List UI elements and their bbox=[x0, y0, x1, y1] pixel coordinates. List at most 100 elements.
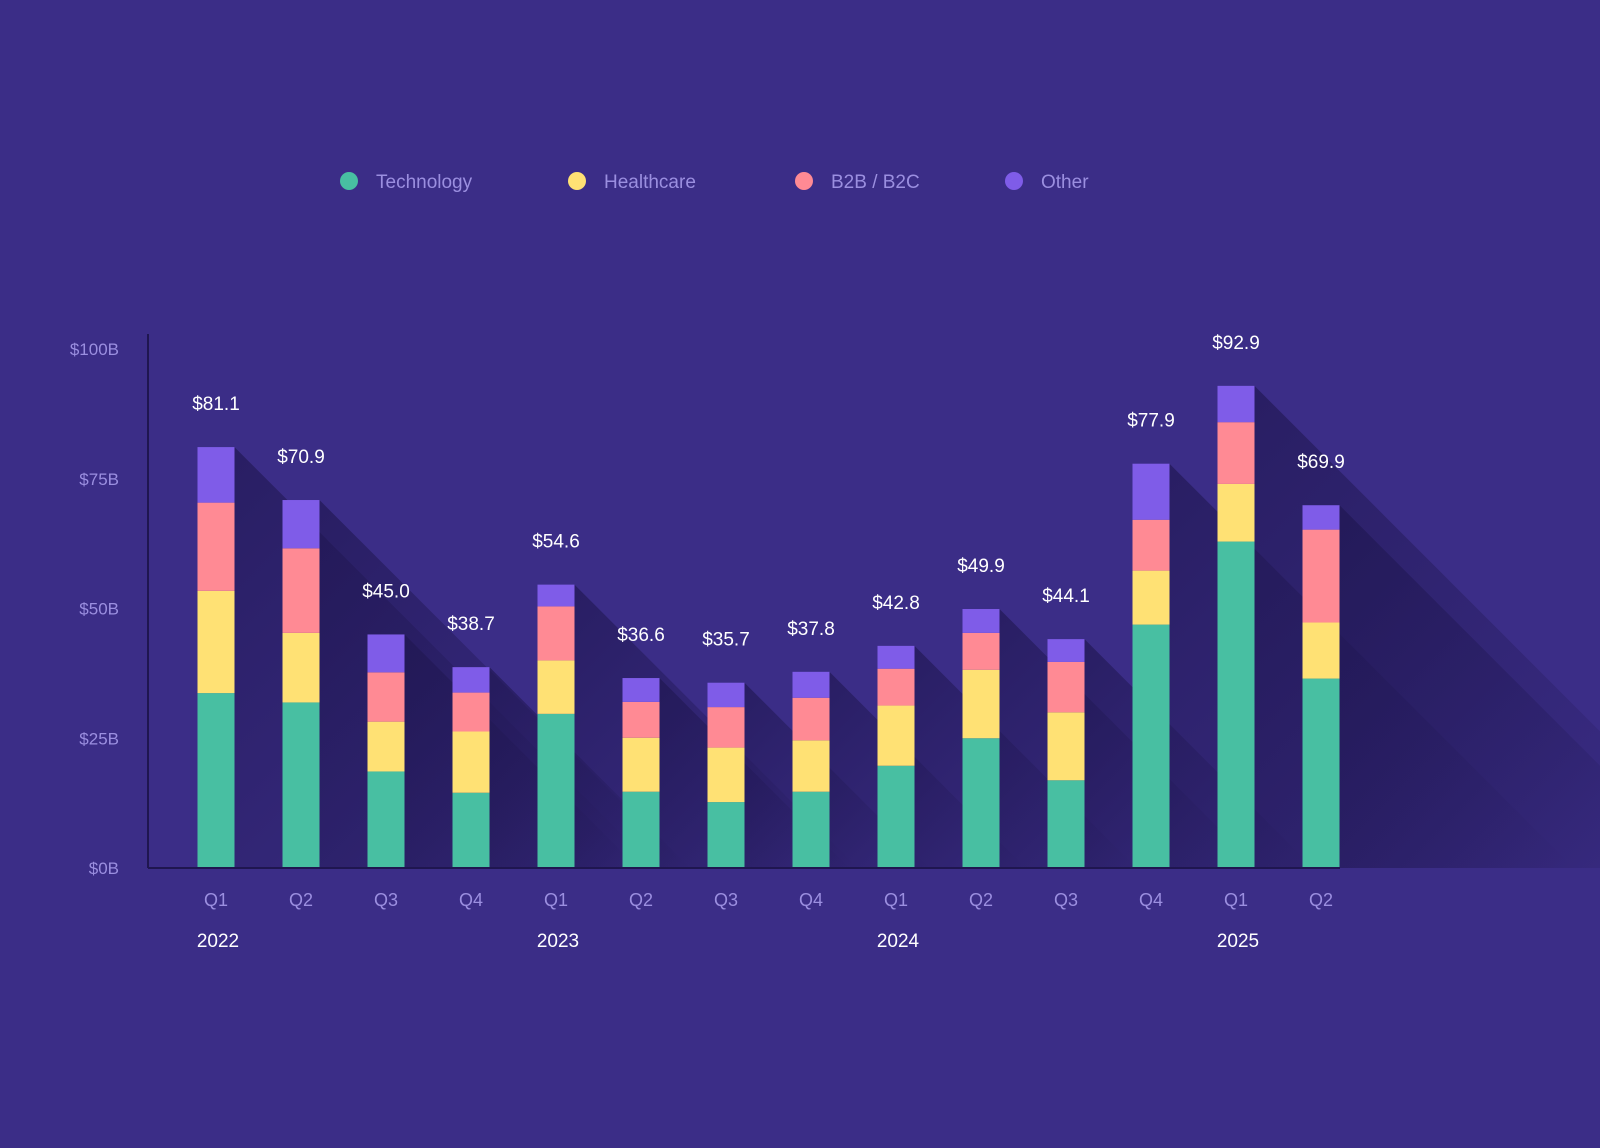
bar-segment bbox=[368, 672, 405, 721]
x-tick-label: Q4 bbox=[1139, 890, 1163, 910]
x-tick-label: Q2 bbox=[629, 890, 653, 910]
bar-segment bbox=[538, 660, 575, 713]
bar-segment bbox=[963, 670, 1000, 739]
x-tick-label: Q1 bbox=[884, 890, 908, 910]
y-tick-label: $25B bbox=[79, 729, 119, 748]
bar-segment bbox=[878, 669, 915, 706]
year-label: 2024 bbox=[877, 931, 920, 952]
bar-segment bbox=[1303, 623, 1340, 679]
bar-segment bbox=[538, 606, 575, 660]
bar-segment bbox=[878, 646, 915, 669]
legend-label: Technology bbox=[376, 172, 473, 193]
bar-segment bbox=[198, 693, 235, 868]
x-tick-label: Q3 bbox=[1054, 890, 1078, 910]
y-tick-label: $50B bbox=[79, 600, 119, 619]
legend-swatch bbox=[340, 172, 358, 190]
x-tick-label: Q1 bbox=[544, 890, 568, 910]
bar-total-label: $45.0 bbox=[362, 581, 410, 602]
bar-total-label: $49.9 bbox=[957, 556, 1005, 577]
bar-segment bbox=[283, 702, 320, 868]
y-tick-label: $75B bbox=[79, 470, 119, 489]
bar-segment bbox=[538, 585, 575, 607]
bar-segment bbox=[623, 792, 660, 868]
bar-segment bbox=[1218, 542, 1255, 868]
bar-segment bbox=[1133, 464, 1170, 520]
bar-segment bbox=[1303, 505, 1340, 529]
x-tick-label: Q1 bbox=[1224, 890, 1248, 910]
bar-segment bbox=[538, 714, 575, 868]
x-tick-label: Q4 bbox=[459, 890, 483, 910]
bar-segment bbox=[1048, 639, 1085, 662]
legend-label: Other bbox=[1041, 172, 1089, 193]
bar-total-label: $54.6 bbox=[532, 532, 580, 553]
bar-shadow bbox=[1340, 505, 1600, 868]
bar-total-label: $69.9 bbox=[1297, 452, 1345, 473]
bar-total-label: $92.9 bbox=[1212, 333, 1260, 354]
legend-label: Healthcare bbox=[604, 172, 696, 193]
bar-segment bbox=[368, 722, 405, 772]
y-axis: $0B $25B $50B $75B $100B bbox=[70, 334, 148, 878]
legend-swatch bbox=[568, 172, 586, 190]
bar-segment bbox=[198, 591, 235, 693]
bar-segment bbox=[793, 672, 830, 698]
x-tick-label: Q3 bbox=[714, 890, 738, 910]
bar-segment bbox=[283, 548, 320, 633]
bar-segment bbox=[453, 693, 490, 732]
year-label: 2023 bbox=[537, 931, 579, 952]
bar-segment bbox=[708, 748, 745, 802]
bar-segment bbox=[1133, 520, 1170, 571]
bar-segment bbox=[878, 766, 915, 868]
legend-swatch bbox=[1005, 172, 1023, 190]
x-tick-label: Q2 bbox=[1309, 890, 1333, 910]
bar-segment bbox=[1218, 422, 1255, 484]
bar-segment bbox=[1133, 571, 1170, 625]
bar-segment bbox=[623, 678, 660, 702]
bar-segment bbox=[1133, 625, 1170, 868]
x-tick-label: Q2 bbox=[289, 890, 313, 910]
bar-segment bbox=[963, 633, 1000, 670]
bar-segment bbox=[453, 667, 490, 692]
bar-segment bbox=[793, 740, 830, 791]
x-tick-label: Q1 bbox=[204, 890, 228, 910]
bar-segment bbox=[1303, 530, 1340, 623]
bar-total-label: $77.9 bbox=[1127, 411, 1175, 432]
legend-label: B2B / B2C bbox=[831, 172, 920, 193]
bar-shadows bbox=[235, 386, 1600, 868]
bar-segment bbox=[1218, 484, 1255, 542]
bar-total-label: $38.7 bbox=[447, 614, 495, 635]
year-label: 2022 bbox=[197, 931, 239, 952]
bar-segment bbox=[708, 683, 745, 707]
bar-segment bbox=[1303, 679, 1340, 868]
bar-total-label: $35.7 bbox=[702, 630, 750, 651]
bar-segment bbox=[198, 503, 235, 591]
bar-segment bbox=[453, 793, 490, 868]
y-tick-label: $0B bbox=[89, 859, 119, 878]
bar-segment bbox=[708, 802, 745, 868]
x-tick-label: Q2 bbox=[969, 890, 993, 910]
bar-segment bbox=[198, 447, 235, 503]
x-tick-label: Q3 bbox=[374, 890, 398, 910]
bar-segment bbox=[878, 706, 915, 766]
bar-segment bbox=[453, 732, 490, 793]
bar-segment bbox=[1048, 712, 1085, 780]
bar-segment bbox=[793, 698, 830, 741]
bar-segment bbox=[368, 634, 405, 672]
bar-total-label: $37.8 bbox=[787, 619, 835, 640]
bar-segment bbox=[793, 792, 830, 868]
bar-total-label: $70.9 bbox=[277, 447, 325, 468]
bar-segment bbox=[623, 702, 660, 738]
y-tick-label: $100B bbox=[70, 340, 119, 359]
bar-segment bbox=[963, 738, 1000, 868]
bar-segment bbox=[283, 633, 320, 703]
bar-total-label: $42.8 bbox=[872, 593, 920, 614]
bar-total-label: $36.6 bbox=[617, 625, 665, 646]
bar-segment bbox=[963, 609, 1000, 633]
bar-segment bbox=[368, 771, 405, 868]
bar-segment bbox=[1048, 662, 1085, 712]
legend: Technology Healthcare B2B / B2C Other bbox=[340, 172, 1089, 193]
bar-total-label: $81.1 bbox=[192, 394, 240, 415]
bar-segment bbox=[1048, 780, 1085, 868]
bar-segment bbox=[1218, 386, 1255, 422]
